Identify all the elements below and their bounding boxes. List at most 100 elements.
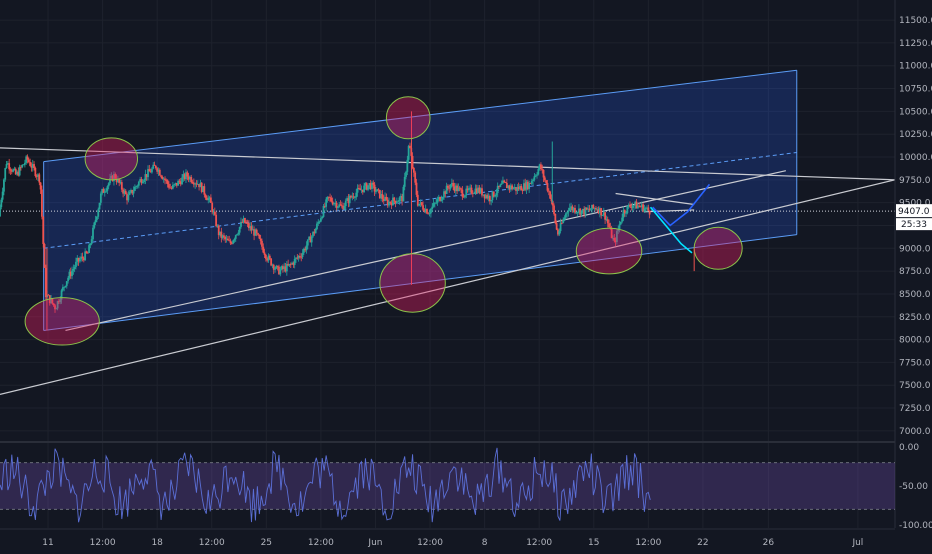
candle-body: [199, 182, 202, 188]
candle-body: [157, 169, 160, 172]
candle-body: [77, 257, 80, 262]
candle-body: [241, 221, 244, 223]
candle-body: [314, 229, 317, 234]
candle-body: [626, 205, 629, 213]
candle-body: [195, 183, 198, 185]
trendlines: [0, 147, 896, 395]
candle-body: [123, 190, 126, 194]
candle-body: [102, 189, 105, 193]
candle-body: [403, 176, 406, 187]
candle-body: [416, 194, 419, 206]
time-tick-label: 22: [697, 538, 708, 548]
candle-body: [96, 216, 98, 220]
candle-body: [297, 255, 300, 258]
candle-body: [61, 287, 64, 291]
candle-body: [487, 196, 490, 199]
candle-body: [208, 197, 211, 199]
candle-body: [406, 159, 409, 172]
candle-body: [177, 180, 180, 186]
candle-body: [418, 203, 421, 206]
candle-body: [343, 206, 346, 210]
candle-body: [94, 219, 97, 223]
current-price-label: 9407.0: [898, 207, 930, 217]
candle-body: [262, 246, 265, 253]
projection-blue: [652, 183, 711, 227]
candle-body: [173, 184, 176, 186]
candle-body: [206, 197, 208, 201]
candle-body: [640, 204, 643, 208]
candle-body: [80, 256, 83, 260]
candle-body: [246, 222, 249, 224]
candle-body: [516, 186, 519, 191]
candle-body: [365, 183, 368, 190]
candle-body: [257, 233, 259, 235]
candle-body: [98, 202, 101, 210]
candle-body: [369, 183, 372, 190]
candle-body: [585, 207, 588, 210]
price-tick-label: 10500.0: [899, 107, 932, 117]
candle-body: [81, 256, 84, 259]
candle-body: [507, 185, 510, 189]
candle-body: [469, 187, 472, 189]
candle-body: [33, 164, 35, 169]
candle-body: [211, 202, 214, 213]
candle-body: [261, 240, 263, 247]
wedge-upper-line: [615, 192, 695, 206]
rsi-tick-label: -100.00: [899, 521, 932, 531]
candle-body: [253, 229, 255, 236]
candle-body: [530, 181, 533, 184]
grid: [0, 0, 895, 528]
candle-body: [276, 265, 279, 267]
candle-body: [250, 226, 253, 231]
candle-body: [458, 187, 461, 189]
candle-body: [41, 189, 43, 217]
rsi-pane[interactable]: 0.00 -50.00 -100.00: [0, 441, 932, 531]
rsi-tick-label: -50.00: [899, 482, 928, 492]
candle-body: [52, 303, 55, 306]
candle-body: [118, 178, 121, 183]
time-scale[interactable]: 11 12:00 18 12:00 25 12:00 Jun 12:00 8 12:00 15 12:…: [0, 528, 895, 548]
candle-body: [8, 163, 11, 170]
candle-body: [301, 252, 304, 258]
candle-body: [437, 197, 440, 200]
candle-body: [648, 210, 651, 215]
candle-body: [363, 185, 366, 193]
candle-body: [143, 180, 145, 182]
price-scale[interactable]: 7000.0 7250.0 7500.0 7750.0 8000.0 8250.0 8500…: [894, 0, 932, 550]
candle-body: [415, 182, 418, 195]
candle-body: [233, 238, 236, 241]
candle-body: [131, 190, 134, 194]
channel-bottom-line: [43, 234, 797, 331]
candle-body: [390, 202, 393, 206]
candle-body: [191, 181, 194, 183]
candle-body: [305, 245, 308, 251]
candle-body: [447, 185, 449, 188]
candle-body: [635, 201, 638, 209]
candle-body: [380, 194, 383, 199]
candle-body: [105, 190, 107, 192]
candle-body: [178, 180, 181, 182]
candle-body: [381, 194, 384, 199]
candle-body: [622, 210, 625, 218]
candle-body: [113, 174, 115, 182]
candle-body: [409, 145, 411, 148]
channel-support-line: [65, 170, 786, 332]
candle-body: [285, 263, 288, 272]
candle-body: [88, 245, 90, 254]
candle-body: [554, 213, 557, 224]
candle-body: [392, 197, 394, 206]
candle-body: [271, 264, 274, 266]
candle-body: [175, 182, 178, 186]
price-tick-label: 7000.0: [899, 427, 931, 437]
channel-top-line: [43, 69, 797, 163]
candle-body: [481, 188, 483, 196]
candle-body: [326, 196, 329, 200]
candle-body: [295, 257, 297, 259]
candle-body: [470, 187, 473, 194]
candle-body: [523, 183, 525, 191]
candle-body: [512, 188, 515, 190]
candle-body: [479, 188, 482, 193]
candle-body: [357, 188, 360, 189]
